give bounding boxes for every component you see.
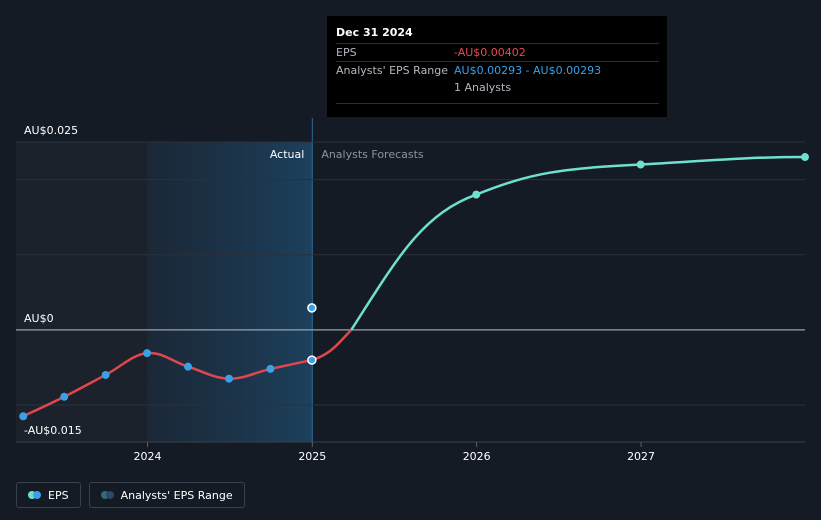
tooltip-analysts-count: 1 Analysts — [454, 81, 512, 94]
eps-point — [60, 392, 69, 401]
analyst-range-point — [307, 303, 317, 313]
eps-point — [184, 362, 193, 371]
eps-point — [225, 374, 234, 383]
eps-point — [266, 364, 275, 373]
x-tick-label: 2026 — [463, 450, 491, 463]
tooltip-spacer — [336, 79, 454, 103]
chart-legend: EPS Analysts' EPS Range — [16, 482, 245, 508]
range-swatch-icon — [100, 491, 114, 499]
chart-tooltip: Dec 31 2024 EPS -AU$0.00402 Analysts' EP… — [327, 16, 667, 117]
eps-point — [307, 355, 317, 365]
x-tick-label: 2027 — [627, 450, 655, 463]
y-tick-label: -AU$0.015 — [24, 424, 82, 437]
forecast-point — [801, 153, 809, 162]
eps-swatch-icon — [28, 491, 41, 499]
forecast-region-label: Analysts Forecasts — [321, 148, 424, 161]
legend-eps-label: EPS — [48, 488, 69, 502]
forecast-point — [636, 160, 645, 169]
eps-forecast-line — [350, 155, 806, 331]
legend-eps-toggle[interactable]: EPS — [16, 482, 81, 508]
legend-range-label: Analysts' EPS Range — [120, 488, 233, 502]
y-tick-label: AU$0.025 — [24, 124, 78, 137]
legend-range-toggle[interactable]: Analysts' EPS Range — [88, 482, 245, 508]
forecast-point — [472, 190, 481, 199]
eps-point — [101, 370, 110, 379]
eps-point — [143, 349, 152, 358]
y-tick-label: AU$0 — [24, 312, 54, 325]
eps-point — [19, 412, 28, 421]
highlight-region — [147, 142, 313, 442]
actual-region-label: Actual — [270, 148, 304, 161]
x-tick-label: 2025 — [298, 450, 326, 463]
tooltip-eps-value: -AU$0.00402 — [454, 46, 526, 59]
tooltip-range-value: AU$0.00293 - AU$0.00293 — [454, 64, 602, 77]
eps-forecast-negative-segment — [311, 328, 353, 362]
x-tick-label: 2024 — [134, 450, 162, 463]
tooltip-eps-label: EPS — [336, 46, 357, 59]
tooltip-range-label: Analysts' EPS Range — [336, 64, 449, 77]
tooltip-date: Dec 31 2024 — [336, 26, 413, 39]
